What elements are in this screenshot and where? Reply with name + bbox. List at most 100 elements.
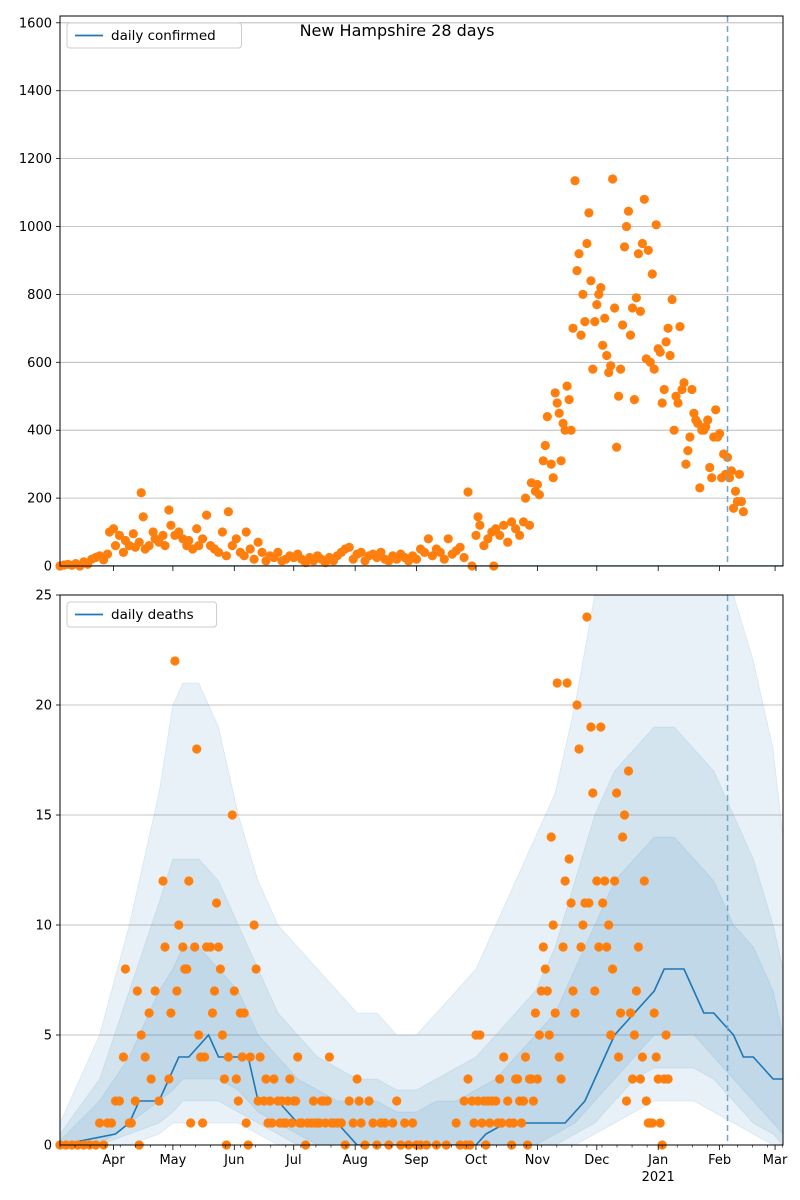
data-point — [192, 524, 202, 534]
data-point — [730, 486, 741, 496]
data-point — [477, 1118, 487, 1128]
data-point — [592, 876, 602, 886]
data-point — [239, 551, 249, 561]
data-point — [574, 249, 584, 259]
data-point — [455, 542, 465, 552]
x-tick-label: May — [159, 1153, 186, 1168]
data-point — [588, 364, 598, 374]
data-point — [520, 1052, 531, 1062]
data-point — [544, 1030, 554, 1040]
legend: daily confirmed — [66, 22, 242, 49]
data-point — [616, 1008, 626, 1018]
data-point — [510, 524, 521, 534]
data-point — [231, 534, 241, 544]
data-point — [673, 398, 683, 408]
data-point — [217, 1030, 227, 1040]
data-point — [136, 1030, 146, 1040]
y-tick-label: 600 — [27, 356, 52, 371]
data-point — [118, 1052, 128, 1062]
series-line — [60, 968, 783, 1145]
data-point — [253, 537, 263, 547]
data-point — [459, 1096, 469, 1106]
data-point — [497, 1118, 507, 1128]
y-tick-label: 1000 — [19, 220, 52, 235]
data-point — [120, 964, 130, 974]
x-tick-label: Nov — [525, 1153, 551, 1168]
legend-box — [66, 601, 218, 628]
data-point — [518, 1096, 529, 1106]
data-point — [154, 1096, 164, 1106]
data-point — [538, 942, 548, 952]
data-point — [140, 1052, 150, 1062]
data-point — [158, 530, 168, 541]
data-point — [621, 221, 632, 232]
data-point — [491, 1096, 501, 1106]
y-tick-label: 25 — [35, 589, 52, 604]
data-point — [629, 395, 640, 405]
data-point — [588, 788, 598, 798]
data-point — [215, 964, 225, 974]
data-point — [223, 507, 233, 517]
data-point — [516, 1118, 527, 1128]
data-point — [439, 554, 449, 564]
x-tick-label: Jul — [285, 1153, 302, 1168]
data-point — [144, 1008, 154, 1018]
data-point — [635, 1074, 646, 1084]
data-point — [619, 242, 630, 252]
data-point — [627, 1074, 638, 1084]
data-point — [473, 512, 483, 522]
data-point — [194, 541, 204, 551]
data-point — [507, 517, 517, 527]
data-point — [582, 612, 592, 622]
confidence-band — [60, 595, 783, 1145]
y-tick-label: 1600 — [19, 16, 52, 31]
data-point — [625, 330, 636, 340]
data-point — [308, 1096, 319, 1106]
data-point — [471, 530, 481, 541]
data-point — [245, 1052, 255, 1062]
data-point — [554, 408, 564, 418]
data-point — [166, 1008, 176, 1018]
data-point — [134, 537, 144, 547]
data-point — [534, 490, 545, 500]
data-point — [102, 549, 113, 559]
data-point — [647, 269, 657, 279]
data-point — [665, 350, 675, 361]
data-point — [114, 530, 124, 541]
data-point — [469, 1118, 479, 1128]
data-point — [249, 920, 259, 930]
data-point — [651, 220, 661, 230]
x-tick-label: Apr — [102, 1153, 125, 1168]
data-point — [655, 347, 665, 357]
data-point — [376, 547, 386, 558]
data-point — [606, 1030, 616, 1040]
data-point — [683, 446, 693, 456]
data-point — [564, 854, 574, 864]
data-point — [600, 313, 610, 323]
data-point — [572, 266, 582, 276]
x-tick-label: Dec — [584, 1153, 609, 1168]
data-point — [174, 527, 184, 537]
data-point — [211, 898, 222, 908]
data-point — [164, 505, 174, 515]
data-point — [269, 1074, 279, 1084]
data-point — [219, 1074, 229, 1084]
data-point — [736, 496, 747, 507]
data-point — [554, 1052, 564, 1062]
x-tick-label: Sep — [404, 1153, 429, 1168]
data-point — [128, 529, 138, 539]
data-point — [202, 510, 212, 520]
data-point — [132, 986, 142, 996]
data-point — [679, 378, 689, 388]
confidence-band — [60, 726, 783, 1145]
data-point — [663, 323, 673, 333]
y-tick-label: 20 — [35, 699, 52, 714]
data-point — [580, 317, 590, 327]
data-point — [130, 1096, 140, 1106]
data-point — [602, 942, 612, 952]
data-point — [126, 1118, 136, 1128]
data-point — [566, 898, 576, 908]
axes-frame — [59, 15, 784, 567]
y-tick-label: 0 — [44, 560, 52, 575]
